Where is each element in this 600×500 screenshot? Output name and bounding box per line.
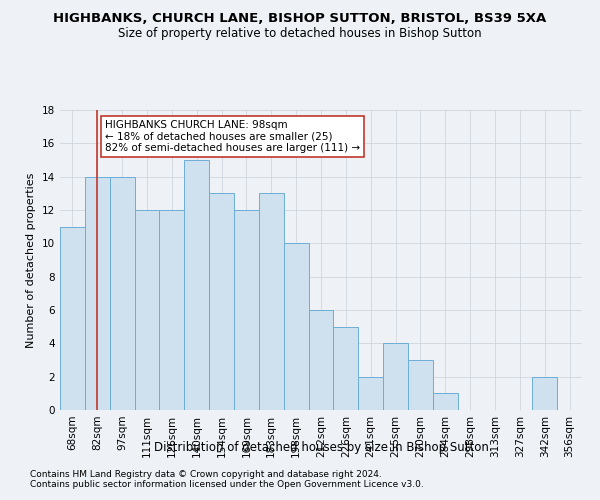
Text: Size of property relative to detached houses in Bishop Sutton: Size of property relative to detached ho…	[118, 28, 482, 40]
Bar	[160, 210, 184, 410]
Bar	[85, 176, 110, 410]
Bar	[134, 210, 160, 410]
Text: Distribution of detached houses by size in Bishop Sutton: Distribution of detached houses by size …	[154, 441, 488, 454]
Bar	[383, 344, 408, 410]
Bar	[259, 194, 284, 410]
Bar	[308, 310, 334, 410]
Text: HIGHBANKS, CHURCH LANE, BISHOP SUTTON, BRISTOL, BS39 5XA: HIGHBANKS, CHURCH LANE, BISHOP SUTTON, B…	[53, 12, 547, 26]
Bar	[532, 376, 557, 410]
Bar	[209, 194, 234, 410]
Bar	[60, 226, 85, 410]
Bar	[110, 176, 134, 410]
Bar	[408, 360, 433, 410]
Bar	[433, 394, 458, 410]
Bar	[184, 160, 209, 410]
Bar	[284, 244, 308, 410]
Text: Contains HM Land Registry data © Crown copyright and database right 2024.: Contains HM Land Registry data © Crown c…	[30, 470, 382, 479]
Bar	[334, 326, 358, 410]
Text: Contains public sector information licensed under the Open Government Licence v3: Contains public sector information licen…	[30, 480, 424, 489]
Y-axis label: Number of detached properties: Number of detached properties	[26, 172, 37, 348]
Bar	[358, 376, 383, 410]
Text: HIGHBANKS CHURCH LANE: 98sqm
← 18% of detached houses are smaller (25)
82% of se: HIGHBANKS CHURCH LANE: 98sqm ← 18% of de…	[105, 120, 360, 153]
Bar	[234, 210, 259, 410]
